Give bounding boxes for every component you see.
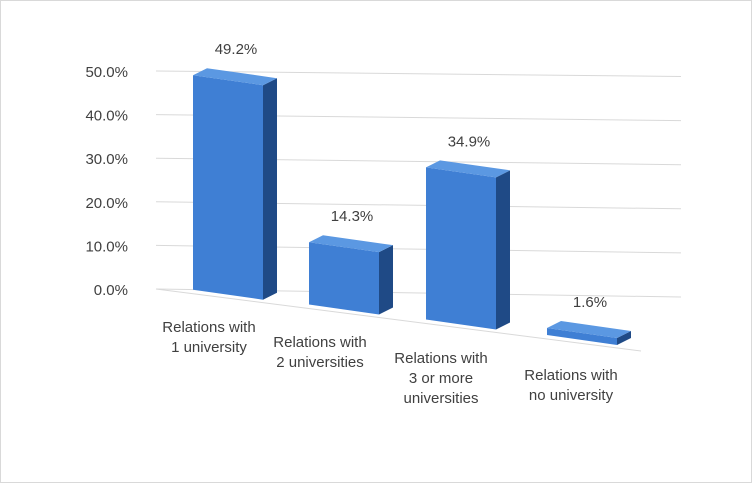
y-tick-label: 40.0%	[85, 108, 128, 125]
bar	[547, 321, 631, 345]
y-axis-tick-labels: 0.0% 10.0% 20.0% 30.0% 40.0% 50.0%	[85, 64, 128, 299]
bar-side-face	[379, 245, 393, 315]
y-tick-label: 0.0%	[94, 282, 128, 299]
bar-front-face	[547, 328, 617, 345]
y-tick-label: 30.0%	[85, 151, 128, 168]
category-label: Relations with no university	[524, 367, 617, 404]
y-tick-label: 20.0%	[85, 195, 128, 212]
floor-line	[155, 288, 642, 352]
bars	[193, 68, 631, 345]
bar-front-face	[309, 242, 379, 315]
bar-front-face	[193, 75, 263, 300]
data-label: 49.2%	[215, 41, 258, 58]
data-labels: 49.2% 14.3% 34.9% 1.6%	[215, 41, 607, 311]
data-label: 1.6%	[573, 294, 607, 311]
category-label: Relations with 2 universities	[273, 334, 366, 371]
bar-side-face	[263, 78, 277, 300]
bar-top-face	[547, 321, 631, 338]
bar-top-face	[426, 160, 510, 178]
bar-side-face	[617, 330, 631, 345]
gridline	[155, 70, 682, 77]
bar-front-face	[426, 167, 496, 330]
category-label: Relations with 1 university	[162, 319, 255, 356]
bar-top-face	[309, 235, 393, 253]
data-label: 34.9%	[448, 133, 491, 150]
bar	[193, 68, 277, 300]
data-label: 14.3%	[331, 208, 374, 225]
bar-side-face	[496, 170, 510, 330]
y-tick-label: 50.0%	[85, 64, 128, 81]
bar	[426, 160, 510, 330]
x-axis-category-labels: Relations with 1 university Relations with…	[162, 319, 617, 407]
bar-top-face	[193, 68, 277, 86]
y-tick-label: 10.0%	[85, 238, 128, 255]
category-label: Relations with 3 or more universities	[394, 350, 487, 407]
bar	[309, 235, 393, 315]
